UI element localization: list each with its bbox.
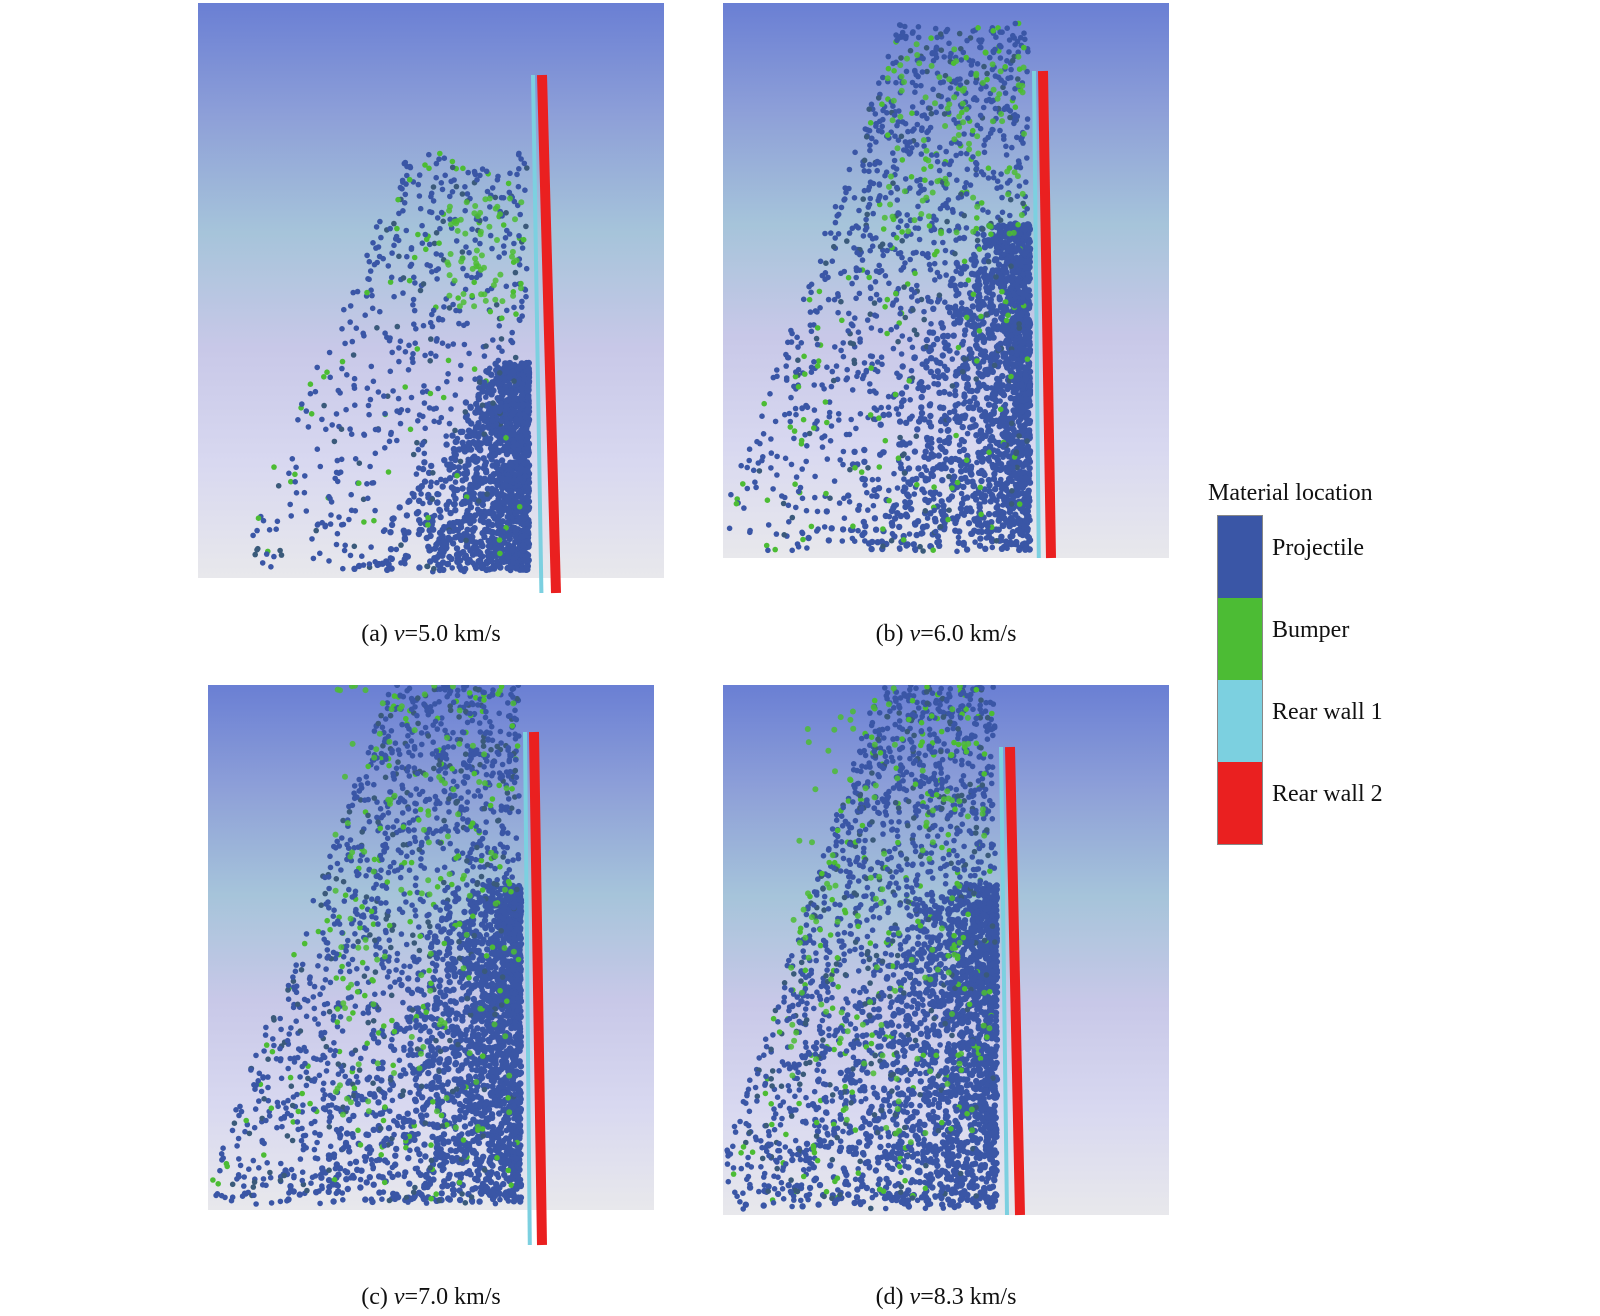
panel-c-caption: (c) v=7.0 km/s: [231, 1283, 631, 1311]
panel-c-prefix: (c): [361, 1284, 394, 1310]
panel-b-caption: (b) v=6.0 km/s: [746, 620, 1146, 648]
simulation-panel-d: [723, 685, 1169, 1230]
panel-c-velocity-symbol: v: [393, 1284, 405, 1310]
panel-d-velocity: =8.3 km/s: [920, 1284, 1017, 1310]
rear-wall-2: [529, 731, 547, 1246]
panel-b-velocity-symbol: v: [909, 621, 921, 647]
legend-label-projectile: Projectile: [1272, 535, 1364, 561]
legend-swatch-rear-wall-2: [1218, 762, 1262, 844]
simulation-panel-b: [723, 3, 1169, 573]
debris-cloud-plot-b: [723, 3, 1169, 559]
rear-wall-2: [1038, 70, 1056, 559]
rear-wall-1: [523, 731, 532, 1246]
panel-a-velocity: =5.0 km/s: [404, 621, 501, 647]
debris-particles: [250, 150, 533, 575]
debris-cloud-plot-c: [208, 685, 654, 1246]
legend-swatch-bumper: [1218, 598, 1262, 680]
simulation-panel-c: [208, 685, 654, 1252]
plot-background: [198, 3, 664, 578]
legend-swatch-projectile: [1218, 516, 1262, 598]
panel-d-prefix: (d): [875, 1284, 910, 1310]
rear-wall-2: [537, 74, 561, 594]
rear-wall-2: [1005, 746, 1025, 1216]
plot-background: [723, 685, 1169, 1215]
legend-swatch-rear-wall-1: [1218, 680, 1262, 762]
rear-wall-1: [999, 746, 1009, 1216]
debris-particles: [210, 685, 525, 1207]
debris-particles: [726, 20, 1034, 555]
panel-a-velocity-symbol: v: [393, 621, 405, 647]
panel-c-velocity: =7.0 km/s: [404, 1284, 501, 1310]
rear-wall-1: [531, 74, 544, 594]
panel-b-prefix: (b): [875, 621, 910, 647]
panel-a-caption: (a) v=5.0 km/s: [231, 620, 631, 648]
legend-label-rear-wall-2: Rear wall 2: [1272, 781, 1383, 807]
debris-cloud-plot-d: [723, 685, 1169, 1216]
simulation-panel-a: [198, 3, 664, 603]
debris-cloud-plot-a: [198, 3, 664, 594]
plot-background: [723, 3, 1169, 558]
legend-label-rear-wall-1: Rear wall 1: [1272, 699, 1383, 725]
material-legend: Material location Projectile Bumper Rear…: [1200, 478, 1460, 858]
legend-color-bar: [1217, 515, 1263, 845]
rear-wall-1: [1032, 70, 1041, 559]
legend-label-bumper: Bumper: [1272, 617, 1350, 643]
panel-b-velocity: =6.0 km/s: [920, 621, 1017, 647]
panel-a-prefix: (a): [361, 621, 394, 647]
panel-d-velocity-symbol: v: [909, 1284, 921, 1310]
legend-title: Material location: [1208, 480, 1373, 506]
debris-particles: [724, 685, 1001, 1212]
panel-d-caption: (d) v=8.3 km/s: [746, 1283, 1146, 1311]
